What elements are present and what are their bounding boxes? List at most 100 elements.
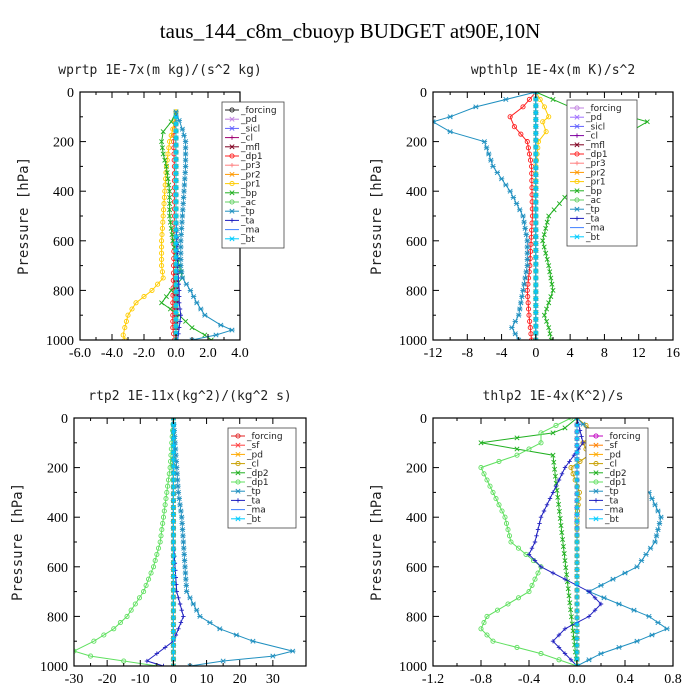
series-group [74,418,296,666]
data-point_tp [652,502,658,508]
legend-marker_pr2 [574,169,580,175]
data-point_tp [520,213,526,219]
legend-label_cl: _cl [246,460,259,470]
panel-1: wprtp 1E-7x(m kg)/(s^2 kg) Pressure [hPa]… [16,63,285,361]
data-point_dp2 [557,515,563,521]
legend-label_tp: _tp [585,205,600,215]
legend-marker_ac [574,197,580,203]
data-point_pr1 [161,201,167,207]
data-point_ta [181,614,186,619]
data-point_dp1 [152,558,158,564]
data-point_tp [178,232,184,238]
data-point_dp1 [508,539,514,545]
legend-marker_sf [235,442,241,448]
data-point_dp1 [505,527,511,533]
series-line_pr1 [122,111,177,340]
y-tick-label: 800 [406,610,427,625]
legend-label_bp: _bp [585,187,602,197]
legend-label_dp1: _dp1 [604,478,627,488]
data-point_tp [182,157,189,163]
data-point_bp [543,250,549,256]
data-point_bt [533,268,539,274]
data-point_bp [208,337,214,340]
data-point_tp [183,281,190,287]
data-point_dp1 [493,496,499,502]
data-point_bt [574,436,580,442]
data-point_tp [181,188,187,194]
x-tick-label: -6.0 [69,346,91,361]
data-point_dp1 [143,582,149,588]
data-point_bp [546,300,552,306]
data-point_tp [522,275,528,281]
data-point_bt [533,309,539,315]
data-point_bt [173,185,179,191]
data-point_pr1 [160,213,166,219]
data-point_tp [631,607,637,613]
data-point_bt [533,275,539,281]
data-point_bt [173,337,179,340]
legend-marker_ta [574,216,580,221]
data-point_bt [574,580,580,586]
data-point_dp1 [506,533,513,539]
series-group [433,92,650,340]
y-tick-label: 1000 [399,660,427,675]
data-point_tp [182,564,188,570]
data-point_bt [574,539,580,545]
data-point_pr1 [159,256,165,262]
data-point_bp [163,163,169,169]
x-tick-label: -20 [98,672,117,687]
legend-label_pd: _pd [240,115,257,125]
data-point_ta [586,589,592,594]
series-group [478,418,670,666]
data-point_dp2 [554,487,560,493]
data-point_bt [173,170,179,177]
data-point_pr1 [533,157,540,163]
legend-label_pr2: _pr2 [240,170,261,180]
panel-2: wpthlp 1E-4x(m K)/s^2 Pressure [hPa] -12 -8… [369,63,680,361]
data-point_pr1 [161,194,167,200]
data-point_bt [574,656,580,662]
data-point_bt [533,172,539,178]
data-point_dp2 [552,473,558,479]
data-point_bt [173,323,179,329]
data-point_bt [170,594,177,600]
data-point_bt [574,532,580,538]
y-tick-label: 1000 [46,334,74,349]
data-point_dp2 [552,466,558,472]
data-point_dp1 [538,430,544,436]
x-tick-label: -4 [496,346,508,361]
data-point_bt [533,179,539,185]
data-point_pr1 [133,300,139,306]
data-point_bt [533,144,539,150]
data-point_bt [170,580,177,586]
data-point_bt [574,463,580,469]
data-point_tp [175,483,181,489]
data-point_bt [170,615,177,621]
data-point_bp [167,219,173,225]
data-point_ta [598,601,604,607]
data-point_bt [533,303,539,309]
data-point_tp [598,582,604,588]
data-point_tp [178,244,184,250]
plot-frame [79,91,241,341]
data-point_bp [548,294,554,300]
data-point_dp2 [562,425,568,431]
data-point_bt [173,220,179,226]
data-point_dp1 [503,520,510,526]
data-point_dp1 [161,508,167,514]
legend-label_ma: _ma [604,506,624,516]
data-point_dp1 [159,527,165,533]
legend-marker_cl [574,133,580,138]
data-point_dp2 [514,446,520,452]
x-tick-label: -1.2 [422,672,444,687]
data-point_pr1 [160,275,166,281]
data-point_ta [550,639,556,644]
data-point_tp [178,508,184,514]
data-point_bt [170,463,177,469]
data-point_dp1 [481,471,487,477]
data-point_bt [533,117,539,123]
data-point_dp2 [559,529,565,536]
data-point_dp1 [526,306,532,312]
x-tick-label: 10 [200,672,214,687]
data-point_bt [170,642,177,648]
